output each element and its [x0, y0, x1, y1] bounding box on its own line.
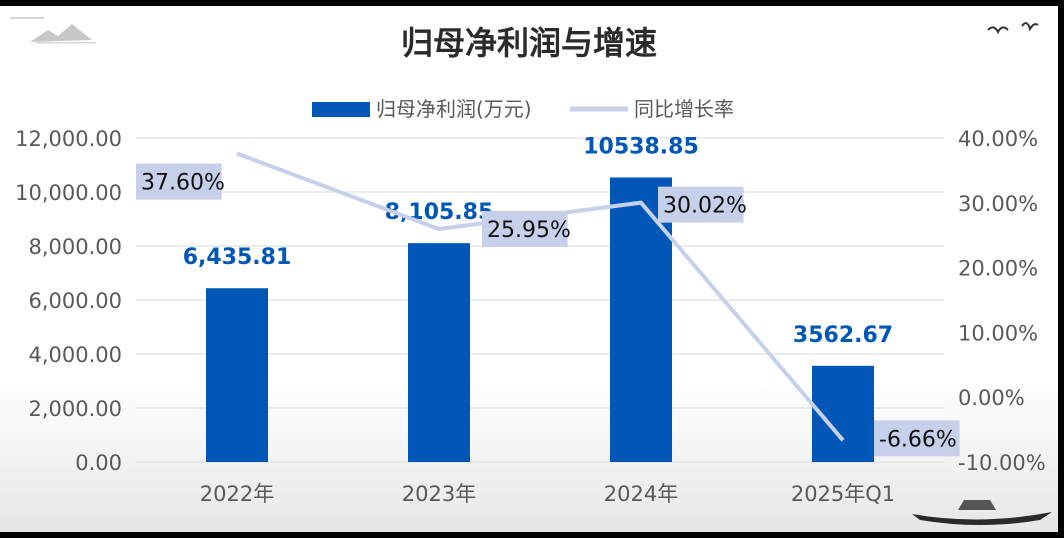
line-data-label: -6.66%: [879, 427, 957, 452]
line-label-box: [874, 420, 960, 457]
y-left-tick-label: 6,000.00: [28, 289, 122, 313]
line-series: [236, 151, 845, 442]
bar-data-label: 10538.85: [583, 134, 699, 159]
x-tick-label: 2022年: [200, 482, 274, 506]
bar-data-labels: 6,435.81 8,105.85 10538.85 3562.67: [183, 134, 893, 347]
bar-data-label: 3562.67: [793, 323, 893, 348]
y-right-tick-label: -10.00%: [958, 451, 1046, 475]
y-right-tick-label: 40.00%: [958, 127, 1038, 151]
legend-bar-swatch: [312, 102, 370, 117]
line-data-labels: 37.60% 25.95% 30.02% -6.66%: [136, 163, 960, 457]
bar: [206, 288, 268, 462]
y-axis-right: -10.00% 0.00% 10.00% 20.00% 30.00% 40.00%: [958, 127, 1046, 475]
y-left-tick-label: 0.00: [75, 451, 122, 475]
chart-title: 归母净利润与增速: [401, 24, 657, 62]
y-right-tick-label: 20.00%: [958, 257, 1038, 281]
x-tick-label: 2025年Q1: [791, 482, 895, 506]
legend-line-label: 同比增长率: [634, 97, 734, 121]
y-right-tick-label: 10.00%: [958, 321, 1038, 345]
boat-icon: [912, 500, 1052, 525]
x-tick-label: 2023年: [402, 482, 476, 506]
line-data-label: 25.95%: [487, 218, 571, 243]
legend-bar-label: 归母净利润(万元): [376, 97, 532, 121]
chart: 归母净利润与增速 归母净利润(万元) 同比增长率 0.00 2,000.00 4,0…: [10, 17, 1052, 525]
line-label-box: [136, 163, 222, 200]
y-left-tick-label: 8,000.00: [28, 235, 122, 259]
y-right-tick-label: 0.00%: [958, 386, 1025, 410]
line-label-box: [482, 211, 568, 248]
bar: [408, 243, 470, 462]
slide: 归母净利润与增速 归母净利润(万元) 同比增长率 0.00 2,000.00 4,0…: [0, 6, 1058, 532]
birds-icon: [987, 22, 1039, 35]
line-data-label: 30.02%: [663, 194, 747, 219]
y-left-tick-label: 2,000.00: [28, 397, 122, 421]
mountain-decoration-icon: [10, 17, 96, 44]
line-data-label: 37.60%: [141, 171, 225, 196]
bar-data-label: 8,105.85: [385, 200, 494, 225]
y-left-tick-label: 10,000.00: [15, 181, 122, 205]
x-axis: 2022年 2023年 2024年 2025年Q1: [200, 482, 895, 506]
y-left-tick-label: 12,000.00: [15, 127, 122, 151]
legend: 归母净利润(万元) 同比增长率: [312, 97, 734, 121]
bar-data-label: 6,435.81: [183, 245, 292, 270]
x-tick-label: 2024年: [604, 482, 678, 506]
y-left-tick-label: 4,000.00: [28, 343, 122, 367]
y-axis-left: 0.00 2,000.00 4,000.00 6,000.00 8,000.00 10,0…: [15, 127, 122, 475]
y-right-tick-label: 30.00%: [958, 192, 1038, 216]
growth-line: [236, 151, 845, 442]
line-label-box: [658, 186, 744, 223]
